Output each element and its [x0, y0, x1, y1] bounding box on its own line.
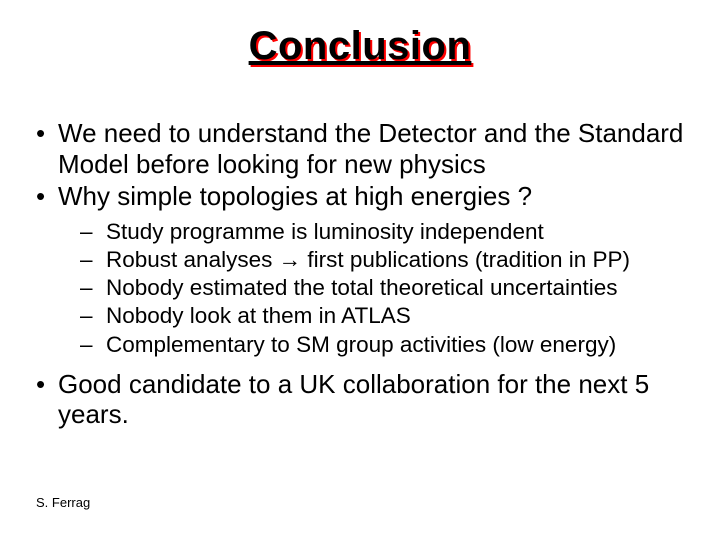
sub-bullet-2: Robust analyses → first publications (tr…: [80, 246, 684, 274]
sub-bullet-1: Study programme is luminosity independen…: [80, 218, 684, 246]
sub-bullet-4: Nobody look at them in ATLAS: [80, 302, 684, 330]
slide-title: Conclusion: [0, 24, 720, 69]
bullet-3: Good candidate to a UK collaboration for…: [36, 369, 684, 430]
sub-bullet-2-b: first publications (tradition in PP): [301, 247, 630, 272]
footer-author: S. Ferrag: [36, 495, 90, 510]
sub-bullet-2-a: Robust analyses: [106, 247, 279, 272]
sub-bullet-5: Complementary to SM group activities (lo…: [80, 331, 684, 359]
sub-bullets: Study programme is luminosity independen…: [80, 218, 684, 359]
arrow-icon: →: [279, 247, 302, 272]
bullet-2: Why simple topologies at high energies ?: [36, 181, 684, 212]
sub-bullet-3: Nobody estimated the total theoretical u…: [80, 274, 684, 302]
bullet-1: We need to understand the Detector and t…: [36, 118, 684, 179]
slide-body: We need to understand the Detector and t…: [36, 118, 684, 432]
slide: Conclusion We need to understand the Det…: [0, 0, 720, 540]
